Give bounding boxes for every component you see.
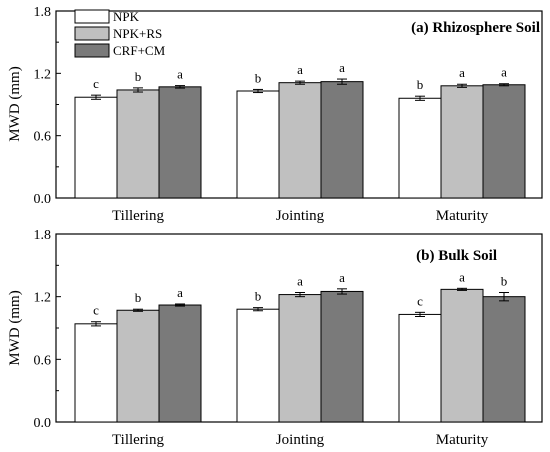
bar-b (74, 323, 118, 423)
legend-label-npk: NPK (113, 9, 140, 24)
y-tick-label-b: 1.2 (34, 291, 52, 306)
significance-letter-b: c (93, 303, 99, 318)
significance-letter-a: a (297, 62, 303, 77)
bar-a (320, 81, 364, 199)
bar-a (158, 86, 202, 199)
significance-letter-b: a (459, 269, 465, 284)
panel-bulk: (b) Bulk Soil MWD (mm) 0.0 0.6 1.2 1.8 Tille… (7, 228, 543, 448)
significance-letter-a: a (501, 65, 507, 80)
x-category-label-b: Maturity (436, 432, 489, 448)
significance-letter-b: c (417, 293, 423, 308)
bar-a (398, 97, 442, 199)
bar-b (158, 304, 202, 423)
bar-a (74, 96, 118, 199)
bar-b (398, 313, 442, 423)
significance-letter-a: b (135, 69, 142, 84)
x-category-label-a: Tillering (112, 208, 164, 224)
legend-swatch-npk-rs (74, 26, 110, 41)
significance-letter-a: b (417, 77, 424, 92)
significance-letter-b: a (177, 285, 183, 300)
panel-rhizosphere: (a) Rhizosphere Soil MWD (mm) NPK NPK+RS… (7, 5, 543, 224)
bar-b (116, 309, 160, 423)
y-axis-label-b: MWD (mm) (7, 290, 23, 365)
significance-letter-b: b (255, 289, 262, 304)
bar-b (278, 294, 322, 423)
significance-letter-b: a (297, 273, 303, 288)
y-tick-label-b: 0.0 (34, 416, 52, 431)
significance-letter-b: a (339, 270, 345, 285)
bar-a (278, 82, 322, 199)
y-axis-label-a: MWD (mm) (7, 66, 23, 141)
x-category-label-a: Jointing (276, 208, 325, 224)
y-tick-label-b: 0.6 (34, 353, 52, 368)
y-tick-label-a: 1.2 (34, 67, 52, 82)
legend-swatch-npk (74, 9, 110, 24)
y-tick-label-a: 0.0 (34, 192, 52, 207)
significance-letter-a: a (339, 60, 345, 75)
legend-label-npk-rs: NPK+RS (113, 26, 162, 41)
bar-b (482, 296, 526, 423)
legend-label-crf-cm: CRF+CM (113, 43, 166, 58)
significance-letter-a: a (459, 65, 465, 80)
significance-letter-a: b (255, 70, 262, 85)
panel-title-b: (b) Bulk Soil (416, 248, 497, 264)
legend: NPK NPK+RS CRF+CM (74, 9, 166, 58)
x-category-label-a: Maturity (436, 208, 489, 224)
significance-letter-a: a (177, 67, 183, 82)
bar-b (440, 288, 484, 423)
legend-swatch-crf-cm (74, 43, 110, 58)
significance-letter-b: b (135, 290, 142, 305)
y-tick-label-a: 1.8 (34, 5, 52, 20)
bar-a (116, 89, 160, 199)
x-category-label-b: Tillering (112, 432, 164, 448)
x-category-label-b: Jointing (276, 432, 325, 448)
significance-letter-b: b (501, 273, 508, 288)
bar-b (236, 308, 280, 423)
significance-letter-a: c (93, 76, 99, 91)
bar-a (440, 85, 484, 199)
bar-a (236, 90, 280, 199)
bar-b (320, 290, 364, 423)
bar-a (482, 84, 526, 199)
y-tick-label-b: 1.8 (34, 228, 52, 243)
y-tick-label-a: 0.6 (34, 130, 52, 145)
panel-title-a: (a) Rhizosphere Soil (411, 20, 540, 36)
